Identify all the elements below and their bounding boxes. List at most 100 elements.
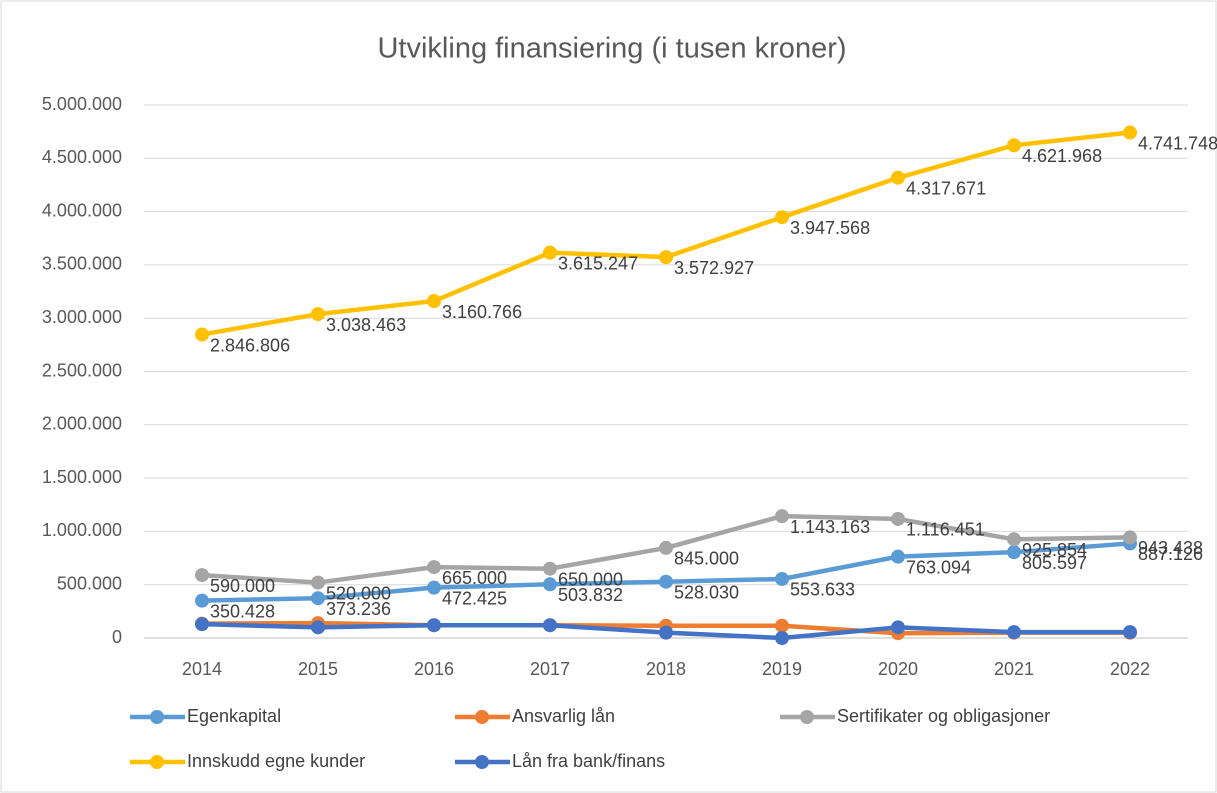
point <box>311 575 325 590</box>
y-tick-label: 1.000.000 <box>42 520 122 540</box>
data-label: 925.854 <box>1022 540 1087 560</box>
point <box>659 250 673 265</box>
point <box>891 549 905 564</box>
point <box>543 561 557 576</box>
legend-item: Ansvarlig lån <box>455 706 615 726</box>
data-label: 763.094 <box>906 557 971 577</box>
point <box>775 509 789 524</box>
point <box>775 571 789 586</box>
point <box>195 568 209 583</box>
data-label: 4.621.968 <box>1022 146 1102 166</box>
point <box>891 170 905 185</box>
point <box>1007 625 1021 640</box>
data-label: 665.000 <box>442 568 507 588</box>
point <box>1123 530 1137 545</box>
y-tick-label: 2.000.000 <box>42 414 122 434</box>
point <box>195 617 209 632</box>
point <box>775 210 789 225</box>
point <box>1123 125 1137 140</box>
point <box>543 618 557 633</box>
legend-marker <box>475 710 489 724</box>
point <box>659 540 673 555</box>
data-label: 1.143.163 <box>790 517 870 537</box>
data-label: 4.741.748 <box>1138 133 1217 153</box>
chart-title: Utvikling finansiering (i tusen kroner) <box>377 33 846 65</box>
legend-label: Sertifikater og obligasjoner <box>837 706 1050 726</box>
data-label: 373.236 <box>326 599 391 619</box>
point <box>427 294 441 309</box>
legend-label: Egenkapital <box>187 706 281 726</box>
point <box>543 577 557 592</box>
point <box>311 307 325 322</box>
y-tick-label: 3.000.000 <box>42 307 122 327</box>
point <box>1007 545 1021 560</box>
point <box>195 593 209 608</box>
legend-marker <box>475 755 489 769</box>
legend-item: Egenkapital <box>130 706 281 726</box>
point <box>311 620 325 635</box>
point <box>775 618 789 633</box>
point <box>1007 532 1021 547</box>
legend-marker <box>800 710 814 724</box>
point <box>427 560 441 575</box>
data-label: 553.633 <box>790 580 855 600</box>
data-label: 3.038.463 <box>326 315 406 335</box>
legend-label: Innskudd egne kunder <box>187 751 365 771</box>
x-tick-label: 2019 <box>762 659 802 679</box>
point <box>543 245 557 260</box>
point <box>427 618 441 633</box>
y-tick-label: 5.000.000 <box>42 94 122 114</box>
data-label: 943.438 <box>1138 538 1203 558</box>
x-tick-label: 2015 <box>298 659 338 679</box>
data-label: 650.000 <box>558 569 623 589</box>
y-tick-label: 4.500.000 <box>42 147 122 167</box>
legend-label: Ansvarlig lån <box>512 706 615 726</box>
data-label: 520.000 <box>326 583 391 603</box>
y-tick-label: 4.000.000 <box>42 200 122 220</box>
y-tick-label: 3.500.000 <box>42 254 122 274</box>
legend-label: Lån fra bank/finans <box>512 751 665 771</box>
data-label: 590.000 <box>210 576 275 596</box>
data-label: 1.116.451 <box>906 520 985 540</box>
legend-item: Lån fra bank/finans <box>455 751 665 771</box>
legend-item: Innskudd egne kunder <box>130 751 365 771</box>
data-label: 472.425 <box>442 588 507 608</box>
data-label: 887.126 <box>1138 544 1203 564</box>
x-tick-label: 2020 <box>878 659 918 679</box>
point <box>1007 138 1021 153</box>
data-label: 3.947.568 <box>790 218 870 238</box>
x-tick-label: 2021 <box>994 659 1034 679</box>
y-tick-label: 2.500.000 <box>42 360 122 380</box>
point <box>891 511 905 526</box>
legend-marker <box>150 755 164 769</box>
point <box>195 327 209 342</box>
data-label: 845.000 <box>674 549 739 569</box>
x-tick-label: 2014 <box>182 659 222 679</box>
x-tick-label: 2016 <box>414 659 454 679</box>
data-label: 503.832 <box>558 585 623 605</box>
data-label: 2.846.806 <box>210 335 290 355</box>
point <box>659 625 673 640</box>
point <box>659 574 673 589</box>
x-tick-label: 2017 <box>530 659 570 679</box>
point <box>775 631 789 645</box>
legend-marker <box>150 710 164 724</box>
point <box>311 591 325 606</box>
data-label: 3.572.927 <box>674 258 754 278</box>
data-label: 805.597 <box>1022 553 1087 573</box>
point <box>1123 625 1137 640</box>
data-label: 3.615.247 <box>558 253 638 273</box>
x-tick-label: 2022 <box>1110 659 1150 679</box>
y-tick-label: 1.500.000 <box>42 467 122 487</box>
data-label: 350.428 <box>210 601 275 621</box>
data-label: 528.030 <box>674 582 739 602</box>
y-tick-label: 500.000 <box>57 573 122 593</box>
data-label: 3.160.766 <box>442 302 522 322</box>
data-label: 4.317.671 <box>906 178 986 198</box>
point <box>427 580 441 595</box>
x-tick-label: 2018 <box>646 659 686 679</box>
point <box>891 620 905 635</box>
y-tick-label: 0 <box>112 627 122 647</box>
